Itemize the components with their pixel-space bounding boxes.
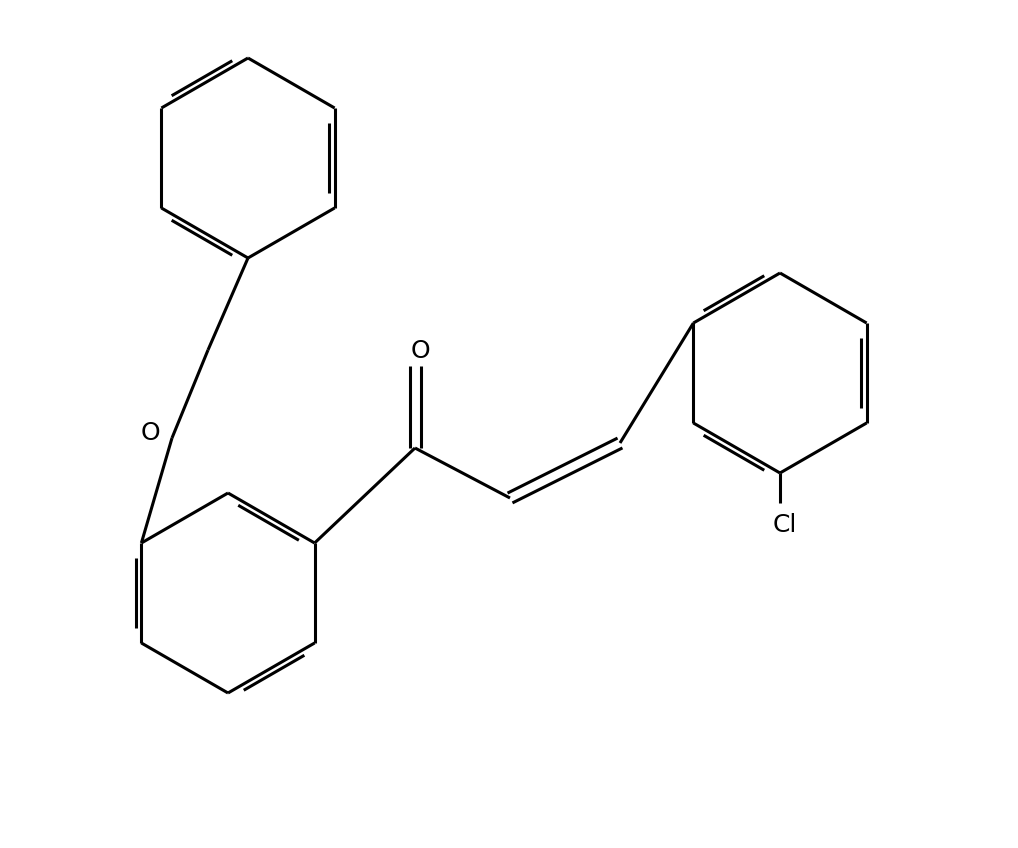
Text: O: O [140,421,160,445]
Text: Cl: Cl [773,513,797,537]
Text: O: O [410,339,430,363]
